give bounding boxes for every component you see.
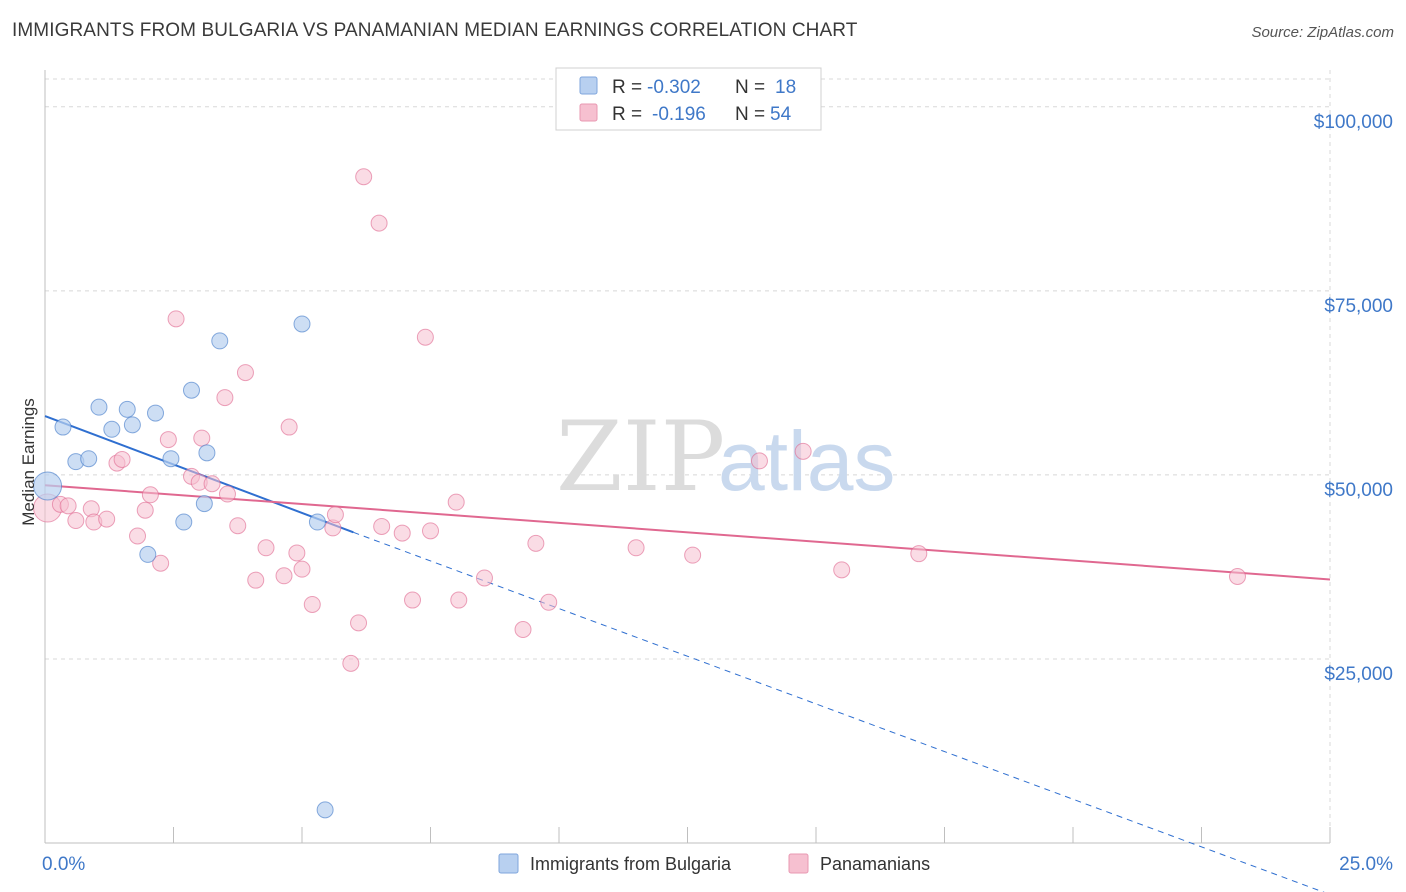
- point-panamanians: [67, 512, 85, 530]
- stats-n-label-2: N =: [735, 104, 765, 125]
- watermark-atlas: atlas: [718, 414, 895, 508]
- point-panamanians: [910, 545, 928, 563]
- point-panamanians: [218, 485, 236, 503]
- watermark: ZIP atlas: [556, 401, 895, 513]
- legend: Immigrants from Bulgaria Panamanians: [498, 853, 930, 874]
- point-panamanians: [422, 522, 439, 540]
- point-panamanians: [216, 389, 234, 407]
- point-panamanians: [159, 431, 177, 449]
- point-bulgaria: [90, 398, 108, 416]
- point-panamanians: [684, 546, 702, 564]
- point-panamanians: [450, 591, 468, 609]
- point-panamanians: [370, 214, 388, 232]
- point-panamanians: [167, 310, 185, 328]
- point-panamanians: [59, 497, 77, 515]
- point-panamanians: [355, 168, 373, 186]
- point-bulgaria: [147, 404, 165, 422]
- legend-swatch-bulgaria: [498, 853, 519, 874]
- point-panamanians: [293, 560, 311, 578]
- point-panamanians: [794, 442, 812, 460]
- source-label: Source: ZipAtlas.com: [1251, 24, 1394, 41]
- watermark-zip: ZIP: [556, 401, 725, 513]
- point-bulgaria: [123, 416, 141, 434]
- point-panamanians: [141, 486, 159, 504]
- stats-box: R = -0.302 N = 18 R = -0.196 N = 54: [555, 67, 822, 131]
- point-panamanians: [203, 475, 221, 493]
- y-tick-labels: $25,000 $50,000 $75,000 $100,000: [1314, 112, 1393, 685]
- legend-label-panamanians: Panamanians: [820, 854, 930, 874]
- point-bulgaria: [118, 400, 136, 418]
- point-bulgaria: [293, 315, 311, 333]
- point-bulgaria: [316, 801, 334, 819]
- stats-n-label-1: N =: [735, 77, 765, 98]
- point-panamanians: [247, 571, 265, 589]
- stats-swatch-pink: [579, 103, 598, 122]
- point-panamanians: [393, 524, 411, 542]
- point-panamanians: [404, 591, 422, 609]
- point-panamanians: [833, 561, 851, 579]
- point-panamanians: [193, 429, 211, 447]
- point-panamanians: [540, 593, 558, 611]
- point-panamanians: [514, 621, 532, 639]
- stats-swatch-blue: [579, 76, 598, 95]
- point-panamanians: [136, 501, 154, 519]
- stats-r-value-2: -0.196: [652, 104, 706, 125]
- point-panamanians: [98, 510, 116, 528]
- point-panamanians: [326, 506, 344, 524]
- point-bulgaria: [80, 450, 98, 468]
- point-panamanians: [275, 567, 293, 585]
- point-bulgaria: [198, 444, 216, 462]
- trendline-bulgaria-extension: [353, 531, 1325, 892]
- point-panamanians: [113, 450, 131, 468]
- point-panamanians: [350, 614, 368, 632]
- y-tick-label: $100,000: [1314, 112, 1393, 133]
- point-panamanians: [627, 539, 645, 557]
- stats-n-value-1: 18: [775, 77, 796, 98]
- y-tick-label: $75,000: [1324, 296, 1393, 317]
- point-panamanians: [280, 418, 298, 436]
- point-panamanians: [236, 364, 254, 382]
- point-panamanians: [129, 527, 147, 545]
- point-panamanians: [416, 328, 434, 346]
- stats-r-label-1: R =: [612, 77, 642, 98]
- y-tick-label: $50,000: [1324, 480, 1393, 501]
- point-panamanians: [288, 544, 306, 562]
- stats-n-value-2: 54: [770, 104, 792, 125]
- point-panamanians: [447, 493, 465, 511]
- point-panamanians: [373, 517, 391, 535]
- legend-swatch-panamanians: [788, 853, 809, 874]
- point-bulgaria: [308, 513, 326, 531]
- y-tick-label: $25,000: [1324, 664, 1393, 685]
- point-panamanians: [152, 554, 170, 572]
- trendline-panamanians: [44, 484, 1331, 581]
- stats-r-value-1: -0.302: [647, 77, 701, 98]
- x-tick-label-max: 25.0%: [1339, 854, 1393, 875]
- point-panamanians: [750, 452, 768, 470]
- point-panamanians: [342, 654, 360, 672]
- point-bulgaria: [175, 513, 193, 531]
- point-panamanians: [229, 517, 247, 535]
- point-bulgaria: [162, 450, 180, 468]
- x-tick-labels: 0.0% 25.0%: [42, 854, 1393, 875]
- y-axis-label: Median Earnings: [19, 398, 38, 526]
- point-panamanians: [527, 534, 545, 552]
- point-bulgaria: [54, 418, 72, 436]
- point-bulgaria: [33, 471, 63, 501]
- point-bulgaria: [195, 495, 213, 513]
- stats-r-label-2: R =: [612, 104, 642, 125]
- axes: [44, 70, 1331, 844]
- point-bulgaria: [182, 381, 200, 399]
- data-points: [33, 168, 1246, 819]
- point-bulgaria: [139, 545, 157, 563]
- point-panamanians: [303, 595, 321, 613]
- legend-label-bulgaria: Immigrants from Bulgaria: [530, 854, 732, 874]
- point-bulgaria: [211, 332, 229, 350]
- point-panamanians: [475, 569, 493, 587]
- x-tick-label-min: 0.0%: [42, 854, 85, 875]
- point-panamanians: [1228, 567, 1246, 585]
- point-panamanians: [257, 539, 275, 557]
- point-bulgaria: [103, 420, 121, 438]
- chart-title: IMMIGRANTS FROM BULGARIA VS PANAMANIAN M…: [12, 20, 858, 41]
